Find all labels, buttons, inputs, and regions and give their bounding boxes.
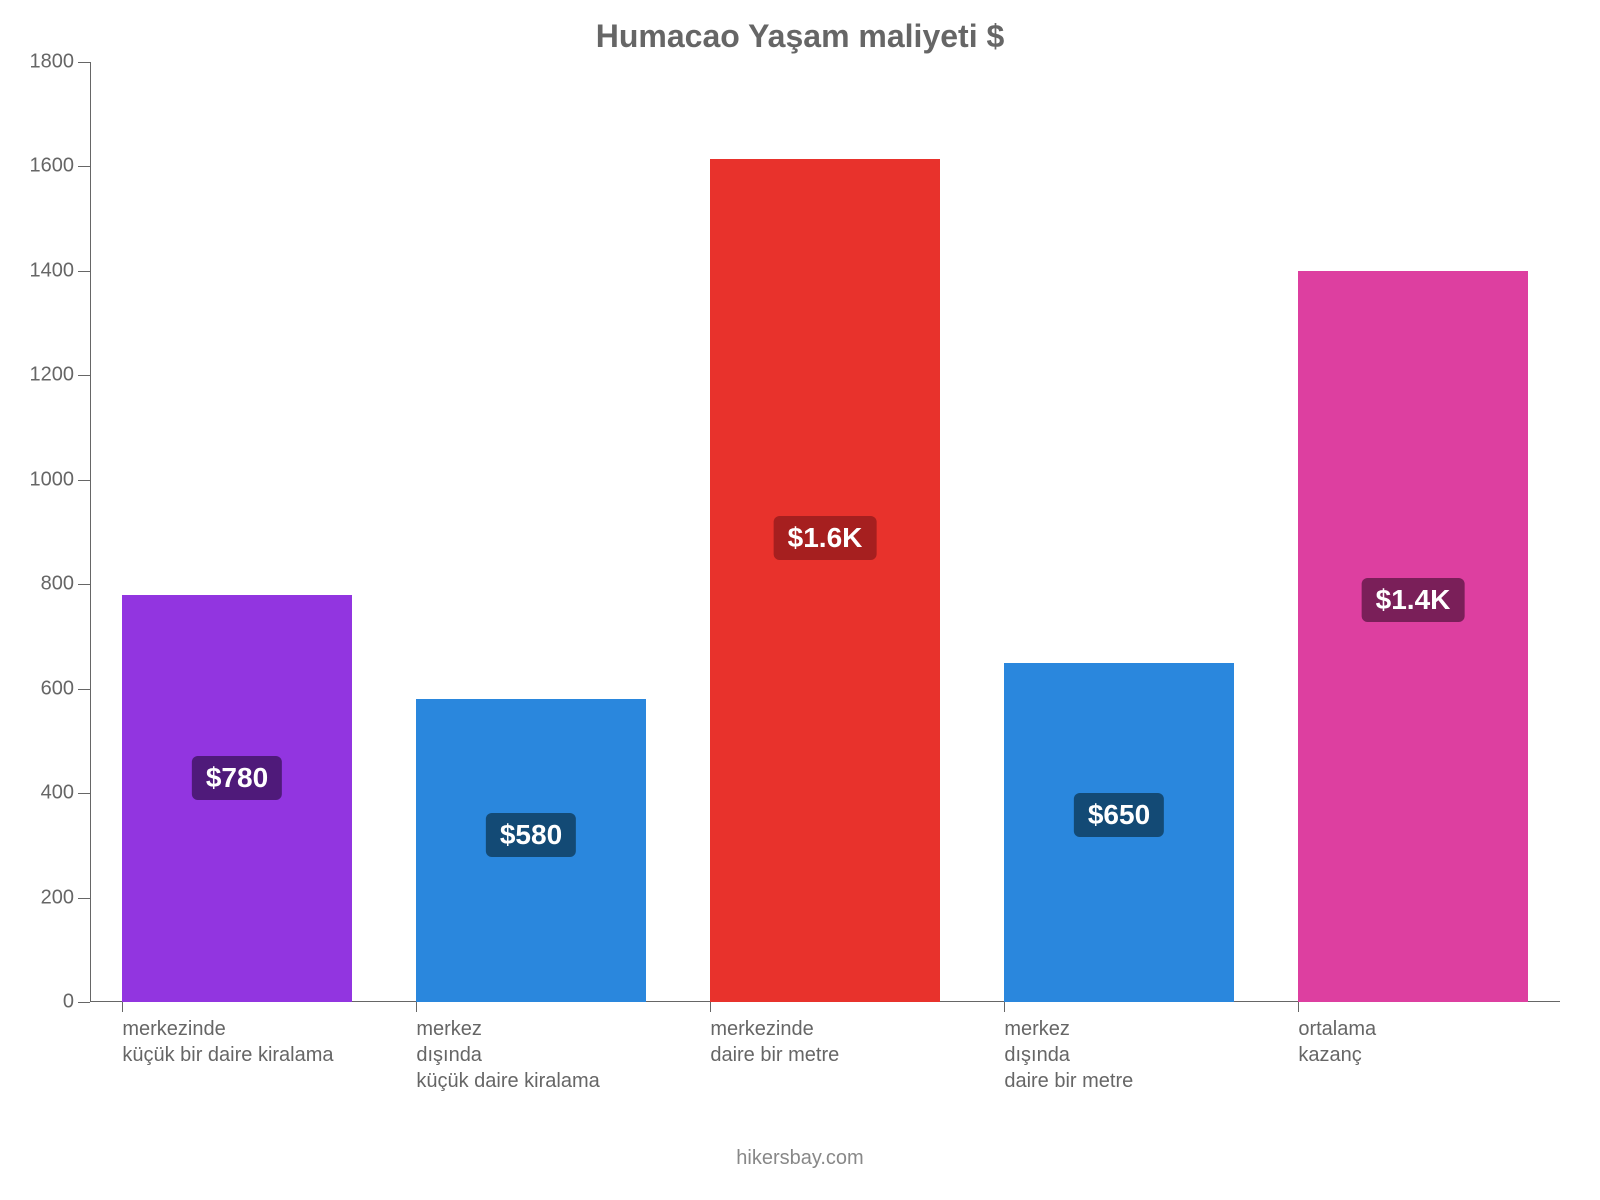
x-label-avg_salary: ortalama kazanç — [1298, 1016, 1376, 1068]
y-tick — [78, 271, 90, 272]
x-tick — [122, 1002, 123, 1012]
x-tick — [710, 1002, 711, 1012]
y-tick-label: 1200 — [30, 364, 75, 387]
x-label-rent_center_small: merkezinde küçük bir daire kiralama — [122, 1016, 333, 1068]
x-label-rent_outside_small: merkez dışında küçük daire kiralama — [416, 1016, 599, 1094]
bar-avg_salary — [1298, 271, 1527, 1002]
plot-area: 020040060080010001200140016001800 $780$5… — [90, 62, 1560, 1002]
bars-group: $780 $580 $1.6K $650 $1.4K — [90, 62, 1560, 1002]
y-tick-label: 1600 — [30, 155, 75, 178]
x-tick — [1298, 1002, 1299, 1012]
y-tick — [78, 793, 90, 794]
y-tick — [78, 689, 90, 690]
y-tick-label: 1000 — [30, 468, 75, 491]
chart-footer: hikersbay.com — [0, 1147, 1600, 1170]
bar-value-label-price_m2_center: $1.6K — [774, 516, 877, 560]
x-tick — [416, 1002, 417, 1012]
y-tick — [78, 62, 90, 63]
bar-value-label-rent_outside_small: $580 — [486, 813, 576, 857]
y-tick-label: 800 — [41, 573, 74, 596]
y-tick — [78, 584, 90, 585]
y-tick — [78, 1002, 90, 1003]
bar-value-label-avg_salary: $1.4K — [1362, 578, 1465, 622]
chart-title: Humacao Yaşam maliyeti $ — [0, 18, 1600, 55]
bar-value-label-rent_center_small: $780 — [192, 756, 282, 800]
bar-value-label-price_m2_outside: $650 — [1074, 793, 1164, 837]
x-label-price_m2_outside: merkez dışında daire bir metre — [1004, 1016, 1133, 1094]
y-tick — [78, 898, 90, 899]
y-tick-label: 200 — [41, 886, 74, 909]
x-label-price_m2_center: merkezinde daire bir metre — [710, 1016, 839, 1068]
y-tick-label: 600 — [41, 677, 74, 700]
y-tick — [78, 166, 90, 167]
y-tick-label: 1800 — [30, 51, 75, 74]
y-tick — [78, 375, 90, 376]
bar-price_m2_center — [710, 159, 939, 1002]
y-tick — [78, 480, 90, 481]
y-tick-label: 400 — [41, 782, 74, 805]
x-tick — [1004, 1002, 1005, 1012]
y-tick-label: 1400 — [30, 259, 75, 282]
y-tick-label: 0 — [63, 991, 74, 1014]
chart-container: Humacao Yaşam maliyeti $ 020040060080010… — [0, 0, 1600, 1200]
